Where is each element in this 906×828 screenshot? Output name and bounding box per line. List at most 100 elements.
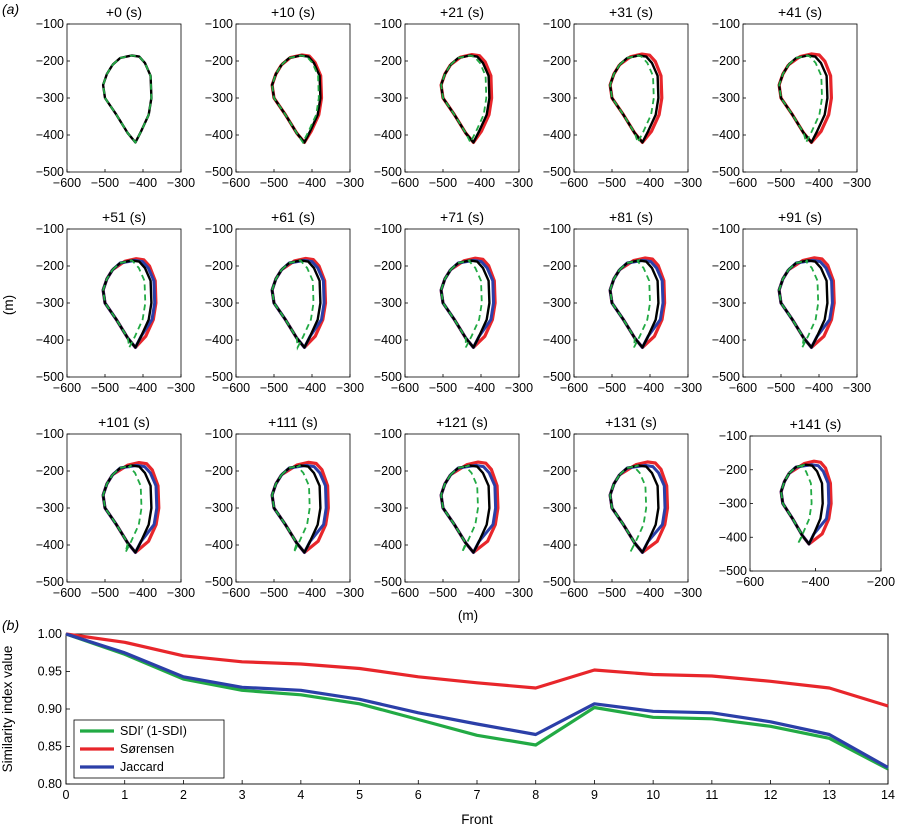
reference-outline bbox=[440, 464, 479, 553]
y-tick-label: 1.00 bbox=[38, 627, 62, 641]
y-tick-label: −400 bbox=[712, 128, 740, 142]
x-tick-label: −500 bbox=[91, 176, 119, 190]
y-tick-label: −100 bbox=[36, 427, 64, 441]
subplot-frame bbox=[573, 433, 689, 583]
y-tick-label: −100 bbox=[36, 222, 64, 236]
y-tick-label: −500 bbox=[543, 165, 571, 179]
y-tick-label: −100 bbox=[543, 222, 571, 236]
observed-outline bbox=[101, 54, 153, 144]
y-tick-label: −300 bbox=[36, 501, 64, 515]
subplot-title: +10 (s) bbox=[271, 4, 315, 20]
subplot-title: +131 (s) bbox=[605, 414, 657, 430]
y-tick-label: −200 bbox=[719, 463, 747, 477]
y-tick-label: −200 bbox=[543, 259, 571, 273]
x-axis-label: Front bbox=[461, 812, 493, 827]
x-tick-label: −400 bbox=[467, 381, 495, 395]
x-tick-label: −300 bbox=[505, 586, 533, 600]
legend-entry: Jaccard bbox=[120, 760, 164, 774]
subplot-title: +41 (s) bbox=[778, 4, 822, 20]
x-tick-label: −500 bbox=[91, 586, 119, 600]
x-tick-label: −500 bbox=[91, 381, 119, 395]
x-tick-label: 9 bbox=[591, 788, 598, 802]
x-tick-label: −400 bbox=[298, 381, 326, 395]
y-tick-label: −100 bbox=[36, 17, 64, 31]
x-tick-label: −400 bbox=[805, 381, 833, 395]
y-tick-label: −400 bbox=[36, 128, 64, 142]
legend-entry: Sørensen bbox=[120, 742, 174, 756]
y-tick-label: −100 bbox=[205, 17, 233, 31]
x-tick-label: −600 bbox=[53, 381, 81, 395]
y-tick-label: −300 bbox=[205, 501, 233, 515]
x-tick-label: −400 bbox=[805, 176, 833, 190]
y-tick-label: −300 bbox=[543, 296, 571, 310]
similarity-line-chart: 0.800.850.900.951.000 1 2 3 4 5 6 7 8 9 10 11 12 13 14… bbox=[0, 627, 895, 827]
y-tick-label: −400 bbox=[374, 538, 402, 552]
x-tick-label: −600 bbox=[391, 176, 419, 190]
x-tick-label: −300 bbox=[336, 586, 364, 600]
subplot: +131 (s)−100−200−300−400−500−600 −500 −400… bbox=[543, 414, 702, 600]
subplot-title: +71 (s) bbox=[440, 209, 484, 225]
grid-x-axis-label: (m) bbox=[458, 608, 478, 623]
x-tick-label: −500 bbox=[598, 381, 626, 395]
y-tick-label: −500 bbox=[712, 165, 740, 179]
subplot-frame bbox=[573, 23, 689, 173]
x-tick-label: −300 bbox=[674, 176, 702, 190]
reference-outline bbox=[609, 259, 651, 348]
y-tick-label: −200 bbox=[374, 54, 402, 68]
x-tick-label: −400 bbox=[636, 586, 664, 600]
y-tick-label: −400 bbox=[374, 128, 402, 142]
observed-outline bbox=[608, 464, 660, 554]
y-tick-label: −500 bbox=[36, 165, 64, 179]
subplot-frame bbox=[235, 228, 351, 378]
x-tick-label: −400 bbox=[636, 381, 664, 395]
y-tick-label: −300 bbox=[374, 296, 402, 310]
subplot: +141 (s) −100 −200 −300 −400 −500−600 −400 −200 bbox=[719, 416, 895, 589]
y-tick-label: −400 bbox=[543, 333, 571, 347]
y-tick-label: −300 bbox=[719, 497, 747, 511]
x-tick-label: −400 bbox=[467, 586, 495, 600]
y-tick-label: −500 bbox=[374, 575, 402, 589]
y-tick-label: −200 bbox=[205, 464, 233, 478]
y-tick-label: −500 bbox=[712, 370, 740, 384]
subplot-frame bbox=[66, 433, 182, 583]
grid-y-axis-label: (m) bbox=[1, 295, 16, 315]
y-tick-label: −200 bbox=[374, 464, 402, 478]
y-tick-label: −500 bbox=[374, 165, 402, 179]
x-tick-label: 2 bbox=[180, 788, 187, 802]
y-tick-label: −100 bbox=[543, 17, 571, 31]
x-tick-label: −600 bbox=[560, 381, 588, 395]
x-tick-label: −500 bbox=[260, 381, 288, 395]
reference-outline bbox=[271, 259, 315, 351]
subplot: +81 (s)−100−200−300−400−500−600 −500 −400−… bbox=[543, 209, 702, 395]
y-tick-label: −500 bbox=[543, 575, 571, 589]
subplot-title: +61 (s) bbox=[271, 209, 315, 225]
reference-outline bbox=[102, 259, 147, 351]
subplot: +51 (s)−100−200−300−400−500−600 −500 −400−… bbox=[36, 209, 195, 395]
x-tick-label: −600 bbox=[53, 176, 81, 190]
reference-outline bbox=[102, 464, 143, 553]
panel-label-b: (b) bbox=[2, 617, 19, 633]
y-tick-label: −300 bbox=[374, 91, 402, 105]
reference-outline bbox=[271, 464, 311, 553]
legend: SDI′ (1-SDI) Sørensen Jaccard bbox=[73, 719, 225, 779]
x-tick-label: −300 bbox=[167, 381, 195, 395]
x-tick-label: −500 bbox=[429, 586, 457, 600]
x-tick-label: −400 bbox=[636, 176, 664, 190]
reference-outline bbox=[780, 463, 813, 545]
x-tick-label: 13 bbox=[822, 788, 836, 802]
x-tick-label: −600 bbox=[53, 586, 81, 600]
subplot-title: +0 (s) bbox=[106, 4, 142, 20]
reference-outline bbox=[778, 259, 820, 348]
reference-outline bbox=[271, 54, 320, 145]
x-tick-label: −600 bbox=[222, 381, 250, 395]
x-tick-label: −600 bbox=[729, 176, 757, 190]
y-tick-label: −100 bbox=[374, 222, 402, 236]
x-tick-label: −500 bbox=[260, 586, 288, 600]
x-tick-label: 10 bbox=[646, 788, 660, 802]
y-tick-label: −100 bbox=[543, 427, 571, 441]
x-tick-label: −400 bbox=[129, 586, 157, 600]
subplot-frame bbox=[404, 228, 520, 378]
legend-entry: SDI′ (1-SDI) bbox=[120, 724, 187, 738]
y-tick-label: 0.80 bbox=[38, 777, 62, 791]
x-tick-label: −300 bbox=[505, 176, 533, 190]
